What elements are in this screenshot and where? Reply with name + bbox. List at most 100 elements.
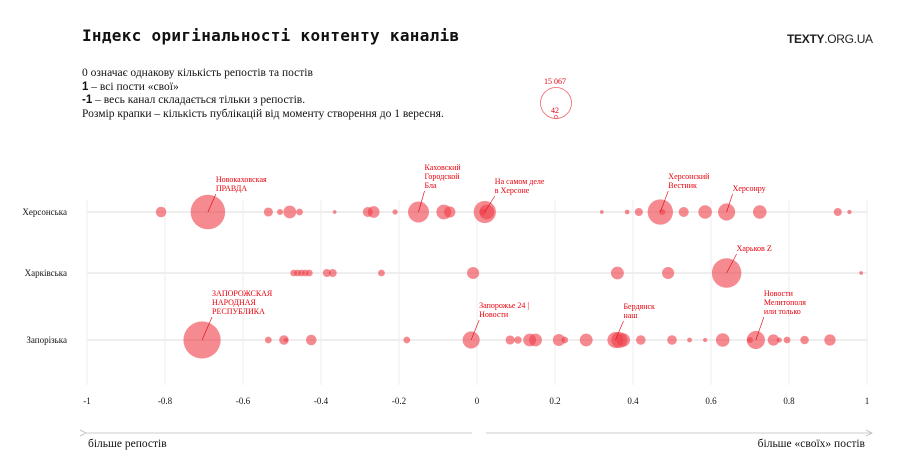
legend-description: 0 означає однакову кількість репостів та… [82, 67, 444, 121]
data-point[interactable] [859, 271, 864, 275]
label-leader-line [615, 320, 624, 341]
data-point[interactable] [636, 335, 646, 345]
label-leader-line [726, 253, 737, 274]
data-point[interactable] [552, 333, 565, 347]
chart-title: Індекс оригінальності контенту каналів [82, 26, 460, 45]
point-label: Новокаховская ПРАВДА [216, 175, 267, 193]
data-point[interactable] [332, 210, 337, 214]
label-leader-line [201, 316, 213, 341]
data-point[interactable] [183, 321, 221, 359]
data-point[interactable] [479, 208, 487, 216]
point-label: Каховский Городской Бла [425, 163, 462, 190]
legend-line-size: Розмір крапки – кількість публікацій від… [82, 107, 444, 120]
data-point[interactable] [776, 337, 782, 343]
data-point[interactable] [305, 269, 313, 277]
data-point[interactable] [322, 268, 331, 278]
data-point[interactable] [378, 269, 385, 277]
data-point[interactable] [833, 207, 842, 217]
right-arrow-label: більше «своїх» постів [758, 438, 866, 450]
data-point[interactable] [283, 337, 289, 343]
data-point[interactable] [514, 336, 522, 344]
data-point[interactable] [277, 208, 284, 216]
point-label: Запорожье 24 | Новости [479, 301, 529, 319]
x-tick-label: -0.2 [392, 396, 406, 406]
data-point[interactable] [367, 206, 380, 218]
y-category-label: Харківська [25, 268, 67, 278]
data-point[interactable] [847, 209, 852, 215]
data-point[interactable] [392, 209, 398, 215]
data-point[interactable] [579, 333, 593, 347]
x-tick-label: 1 [865, 396, 870, 406]
data-point[interactable] [667, 335, 677, 345]
data-point[interactable] [403, 336, 411, 344]
data-point[interactable] [505, 335, 515, 345]
data-point[interactable] [306, 334, 317, 346]
data-point[interactable] [662, 266, 675, 280]
data-point[interactable] [800, 335, 809, 345]
data-point[interactable] [479, 204, 495, 220]
data-point[interactable] [283, 205, 297, 219]
data-point[interactable] [616, 333, 631, 347]
point-label: Херсонру [733, 184, 766, 193]
data-point[interactable] [767, 334, 780, 346]
data-point[interactable] [624, 209, 630, 215]
data-point[interactable] [561, 336, 569, 344]
x-tick-label: 0.4 [627, 396, 639, 406]
x-tick-label: 0 [475, 396, 480, 406]
label-leader-line [470, 319, 480, 341]
data-point[interactable] [155, 206, 167, 218]
point-label: Харьков Z [737, 244, 772, 253]
data-point[interactable] [678, 206, 689, 218]
data-point[interactable] [328, 268, 337, 278]
label-leader-line [484, 195, 496, 213]
x-tick-label: -1 [83, 396, 91, 406]
left-arrow-label: більше репостів [88, 438, 167, 450]
data-point[interactable] [824, 334, 836, 346]
legend-line-zero: 0 означає однакову кількість репостів та… [82, 67, 313, 79]
size-legend-min-label: 42 [551, 106, 559, 115]
data-point[interactable] [529, 333, 542, 347]
point-label: Херсонский Вестник [668, 172, 710, 190]
data-point[interactable] [659, 208, 666, 216]
size-legend-min-circle [553, 114, 559, 120]
data-point[interactable] [610, 266, 624, 280]
label-leader-line [755, 316, 765, 341]
data-point[interactable] [634, 207, 643, 217]
x-tick-label: -0.8 [158, 396, 173, 406]
brand-logo[interactable]: TEXTY.ORG.UA [787, 32, 873, 46]
x-tick-label: 0.2 [549, 396, 560, 406]
y-category-label: Херсонська [22, 207, 67, 217]
point-label: ЗАПОРОЖСКАЯ НАРОДНАЯ РЕСПУБЛИКА [212, 289, 273, 316]
data-point[interactable] [783, 336, 791, 344]
data-point[interactable] [715, 333, 730, 347]
label-leader-line [418, 190, 425, 213]
x-tick-label: -0.6 [236, 396, 251, 406]
size-legend-max-label: 15 067 [544, 77, 566, 86]
data-point[interactable] [467, 266, 480, 280]
size-legend: 15 067 42 [540, 77, 572, 120]
data-point[interactable] [264, 336, 272, 344]
x-tick-label: 0.8 [783, 396, 795, 406]
label-leader-line [660, 190, 669, 213]
data-point[interactable] [296, 208, 303, 216]
data-point[interactable] [599, 210, 604, 214]
brand-bold: TEXTY [787, 32, 825, 46]
point-label: На самом деле в Херсоне [495, 177, 545, 195]
brand-rest: .ORG.UA [824, 32, 873, 46]
x-tick-label: 0.6 [705, 396, 717, 406]
x-tick-label: -0.4 [314, 396, 329, 406]
data-point[interactable] [698, 205, 712, 219]
data-point[interactable] [263, 207, 273, 217]
legend-line-one: 1 – всі пости «свої» [82, 80, 179, 93]
point-label: Новости Мелитополя или только [764, 289, 806, 316]
data-point[interactable] [444, 206, 456, 218]
label-leader-line [726, 193, 733, 213]
legend-line-minus-one: -1 – весь канал складається тільки з реп… [82, 94, 306, 106]
label-leader-line [207, 193, 217, 213]
data-point[interactable] [687, 337, 692, 343]
data-point[interactable] [752, 205, 767, 219]
point-label: Бердянск наш [623, 302, 655, 320]
data-point[interactable] [703, 337, 708, 343]
y-category-label: Запорізька [26, 335, 67, 345]
